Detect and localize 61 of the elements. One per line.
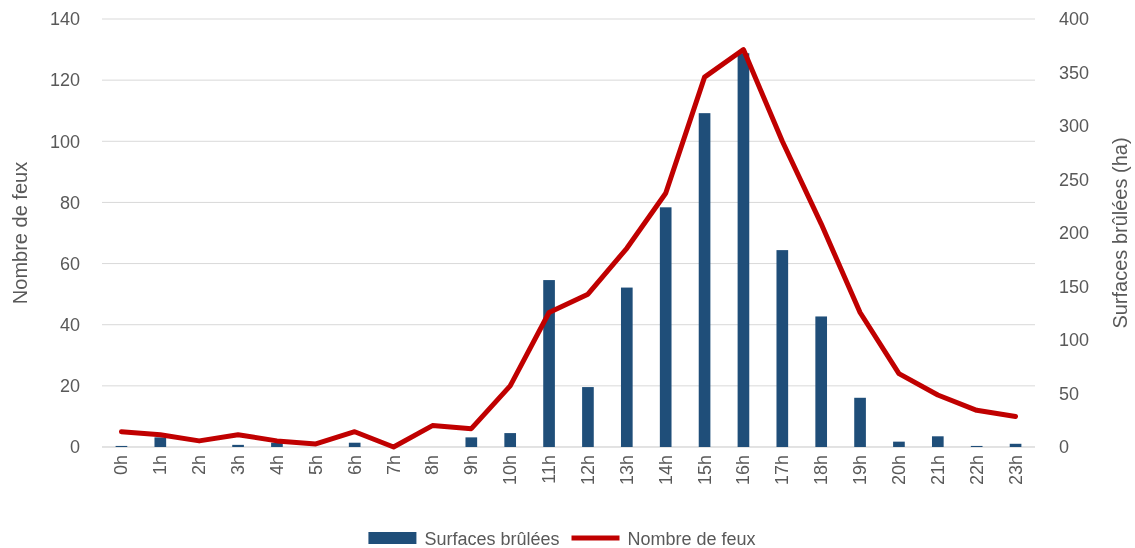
y-tick-label: 40 — [59, 314, 80, 335]
y2-tick-label: 250 — [1059, 169, 1090, 190]
bar — [620, 287, 633, 447]
y2-tick-label: 0 — [1059, 437, 1070, 458]
x-tick-label: 21h — [927, 455, 948, 486]
y-tick-label: 140 — [49, 9, 80, 30]
x-tick-label: 13h — [616, 455, 637, 486]
y2-tick-label: 100 — [1059, 330, 1090, 351]
bar — [698, 113, 711, 447]
y2-tick-label: 400 — [1059, 9, 1090, 30]
bar — [543, 280, 555, 447]
bar — [465, 437, 478, 447]
x-tick-label: 23h — [1005, 455, 1026, 486]
x-tick-label: 10h — [500, 455, 521, 486]
legend-label: Surfaces brûlées — [424, 529, 560, 548]
bar — [776, 250, 789, 447]
y-tick-label: 20 — [59, 376, 80, 397]
legend-label: Nombre de feux — [627, 529, 756, 548]
bar — [348, 442, 361, 447]
x-tick-label: 14h — [655, 455, 676, 486]
bar — [854, 397, 866, 447]
x-tick-label: 2h — [189, 455, 210, 476]
y2-tick-label: 350 — [1059, 62, 1090, 83]
bar — [737, 53, 750, 447]
x-tick-label: 20h — [888, 455, 909, 486]
x-tick-label: 0h — [111, 455, 132, 476]
y2-axis-title: Surfaces brûlées (ha) — [1109, 137, 1131, 329]
bar — [659, 207, 672, 447]
x-tick-label: 19h — [850, 455, 871, 486]
x-tick-label: 15h — [694, 455, 715, 486]
y-tick-label: 100 — [49, 131, 80, 152]
x-tick-label: 4h — [266, 455, 287, 476]
x-tick-label: 12h — [577, 455, 598, 486]
bar — [815, 316, 828, 447]
bar — [931, 436, 944, 447]
y2-tick-label: 300 — [1059, 116, 1090, 137]
y-tick-label: 120 — [49, 70, 80, 91]
x-tick-label: 8h — [422, 455, 443, 476]
x-tick-label: 9h — [461, 455, 482, 476]
y2-tick-label: 150 — [1059, 276, 1090, 297]
x-tick-label: 6h — [344, 455, 365, 476]
x-tick-label: 7h — [383, 455, 404, 476]
y2-tick-label: 200 — [1059, 223, 1090, 244]
x-tick-label: 22h — [966, 455, 987, 486]
x-tick-label: 1h — [150, 455, 171, 476]
x-tick-label: 3h — [228, 455, 249, 476]
bar — [154, 437, 167, 447]
y-axis-title: Nombre de feux — [9, 161, 31, 305]
x-tick-label: 18h — [811, 455, 832, 486]
y-tick-label: 60 — [59, 253, 80, 274]
bar — [582, 387, 594, 447]
x-tick-label: 17h — [772, 455, 793, 486]
y-tick-label: 80 — [59, 192, 80, 213]
bar — [893, 441, 905, 447]
x-tick-label: 5h — [305, 455, 326, 476]
bar — [232, 444, 244, 447]
y2-tick-label: 50 — [1059, 383, 1080, 404]
bar — [504, 433, 517, 447]
y-tick-label: 0 — [69, 437, 80, 458]
x-tick-label: 11h — [539, 455, 560, 484]
x-tick-label: 16h — [733, 455, 754, 486]
